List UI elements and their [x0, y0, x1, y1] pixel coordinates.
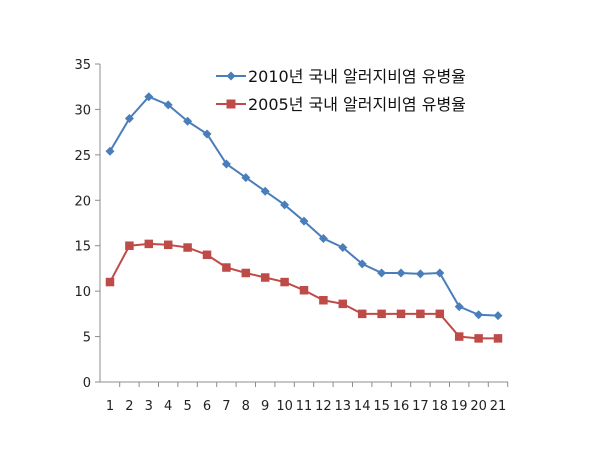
- data-point: [183, 243, 192, 252]
- data-point: [474, 310, 484, 320]
- data-point: [318, 233, 328, 243]
- data-point: [222, 263, 231, 272]
- data-point: [163, 100, 173, 110]
- data-point: [377, 268, 387, 278]
- data-point: [280, 200, 290, 210]
- x-tick-label: 4: [164, 399, 172, 414]
- data-point: [163, 240, 173, 250]
- data-point: [280, 277, 289, 287]
- series-2: [105, 239, 503, 343]
- data-point: [416, 309, 425, 319]
- x-tick-label: 19: [451, 399, 468, 414]
- data-point: [454, 302, 464, 312]
- x-tick-label: 17: [412, 399, 429, 414]
- x-tick-label: 6: [203, 399, 211, 414]
- data-point: [396, 309, 406, 319]
- data-point: [338, 299, 348, 309]
- data-point: [202, 129, 212, 139]
- data-point: [319, 295, 328, 305]
- x-tick-label: 18: [432, 399, 449, 414]
- x-tick-label: 7: [222, 399, 230, 414]
- x-tick-label: 8: [242, 399, 250, 414]
- data-point: [105, 146, 115, 156]
- data-point: [183, 116, 193, 126]
- legend-label: 2010년 국내 알러지비염 유병율: [248, 67, 466, 86]
- data-point: [221, 159, 231, 169]
- data-point: [474, 334, 483, 343]
- x-tick-label: 3: [145, 399, 153, 414]
- data-point: [124, 114, 134, 124]
- x-tick-label: 16: [393, 399, 410, 414]
- data-point: [377, 309, 386, 319]
- x-axis: 1 2 3 4 5 6 7 8 9 10 11 12 13 14 15 16 17 18 19 20 21: [100, 381, 509, 414]
- data-point: [144, 92, 154, 102]
- data-point: [241, 173, 251, 183]
- legend-label: 2005년 국내 알러지비염 유병율: [248, 95, 466, 114]
- data-point: [338, 243, 348, 253]
- data-point: [493, 334, 503, 343]
- x-tick-label: 11: [296, 399, 313, 414]
- data-point: [299, 285, 309, 295]
- x-tick-label: 21: [490, 399, 507, 414]
- data-point: [396, 268, 406, 278]
- data-point: [435, 309, 445, 319]
- data-point: [299, 216, 309, 226]
- y-tick-label: 35: [74, 58, 91, 73]
- series-1: [105, 92, 503, 321]
- x-tick-label: 12: [315, 399, 332, 414]
- data-point: [357, 309, 367, 319]
- y-tick-label: 25: [74, 149, 91, 164]
- x-tick-label: 1: [106, 399, 114, 414]
- data-point: [493, 311, 503, 321]
- y-axis: 0 5 10 15 20 25 30 35: [74, 58, 101, 391]
- legend-item-2: 2005년 국내 알러지비염 유병율: [216, 95, 466, 114]
- x-tick-label: 14: [354, 399, 371, 414]
- data-point: [202, 250, 212, 260]
- series-layer: [105, 92, 503, 343]
- series-line: [109, 95, 499, 317]
- data-point: [105, 277, 115, 287]
- legend: 2010년 국내 알러지비염 유병율 2005년 국내 알러지비염 유병율: [216, 67, 466, 114]
- data-point: [435, 268, 445, 278]
- data-point: [415, 269, 425, 279]
- x-tick-label: 15: [373, 399, 390, 414]
- data-point: [454, 332, 464, 341]
- y-tick-label: 30: [74, 103, 91, 118]
- x-tick-label: 9: [261, 399, 269, 414]
- y-tick-label: 20: [74, 194, 91, 209]
- data-point: [260, 273, 270, 282]
- x-tick-label: 20: [470, 399, 487, 414]
- data-point: [241, 268, 251, 278]
- data-point: [125, 241, 134, 250]
- y-tick-label: 5: [83, 331, 91, 346]
- x-tick-label: 13: [335, 399, 352, 414]
- legend-marker: [226, 99, 236, 109]
- data-point: [260, 186, 270, 196]
- x-tick-label: 10: [276, 399, 293, 414]
- y-tick-label: 10: [74, 285, 91, 300]
- x-tick-label: 5: [183, 399, 191, 414]
- legend-marker: [226, 71, 236, 81]
- data-point: [357, 259, 367, 269]
- legend-item-1: 2010년 국내 알러지비염 유병율: [216, 67, 466, 86]
- y-tick-label: 15: [74, 240, 91, 255]
- y-tick-label: 0: [83, 376, 91, 391]
- x-tick-label: 2: [125, 399, 133, 414]
- data-point: [144, 239, 154, 249]
